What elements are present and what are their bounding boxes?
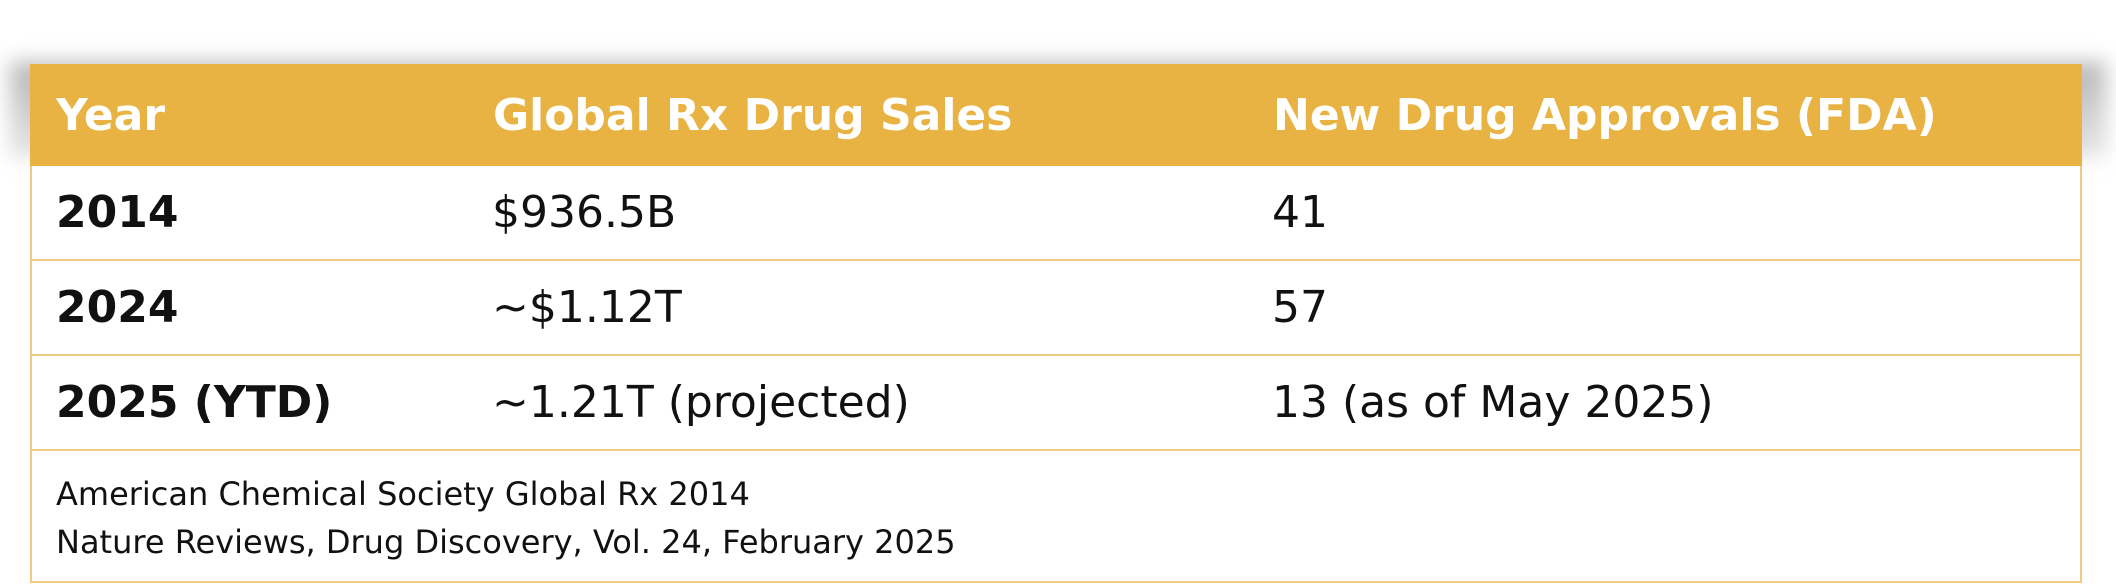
sources-row: American Chemical Society Global Rx 2014… bbox=[30, 449, 2082, 583]
cell-sales: $936.5B bbox=[468, 164, 1248, 261]
drug-sales-table: Year Global Rx Drug Sales New Drug Appro… bbox=[30, 64, 2082, 583]
cell-approvals: 13 (as of May 2025) bbox=[1248, 354, 2082, 451]
sources-cell: American Chemical Society Global Rx 2014… bbox=[30, 449, 2082, 583]
cell-year: 2014 bbox=[30, 164, 468, 261]
source-citation: American Chemical Society Global Rx 2014 bbox=[56, 475, 750, 513]
cell-year: 2025 (YTD) bbox=[30, 354, 468, 451]
table-row: 2014 $936.5B 41 bbox=[30, 164, 2082, 261]
header-year: Year bbox=[30, 64, 469, 166]
header-fda-approvals: New Drug Approvals (FDA) bbox=[1247, 64, 2082, 166]
cell-approvals: 41 bbox=[1248, 164, 2082, 261]
header-row: Year Global Rx Drug Sales New Drug Appro… bbox=[30, 64, 2082, 166]
header-global-rx-sales: Global Rx Drug Sales bbox=[467, 64, 1249, 166]
cell-sales: ~$1.12T bbox=[468, 259, 1248, 356]
source-citation: Nature Reviews, Drug Discovery, Vol. 24,… bbox=[56, 523, 956, 561]
cell-year: 2024 bbox=[30, 259, 468, 356]
table-row: 2025 (YTD) ~1.21T (projected) 13 (as of … bbox=[30, 354, 2082, 451]
cell-sales: ~1.21T (projected) bbox=[468, 354, 1248, 451]
cell-approvals: 57 bbox=[1248, 259, 2082, 356]
table-row: 2024 ~$1.12T 57 bbox=[30, 259, 2082, 356]
table-body: 2014 $936.5B 41 2024 ~$1.12T 57 2025 (YT… bbox=[30, 164, 2082, 583]
table-header: Year Global Rx Drug Sales New Drug Appro… bbox=[30, 64, 2082, 166]
